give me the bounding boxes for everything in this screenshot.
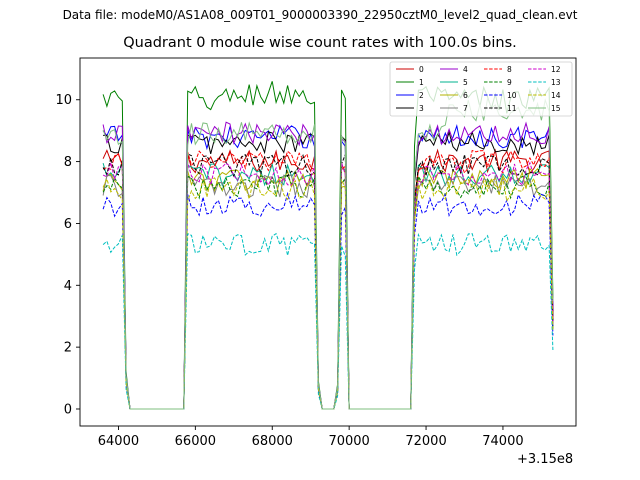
y-tick-label: 2 (64, 341, 72, 356)
legend-label-14: 14 (551, 91, 561, 100)
series-line-13 (102, 232, 554, 410)
y-tick-label: 4 (64, 279, 72, 294)
legend-label-6: 6 (463, 91, 468, 100)
x-offset-label: +3.15e8 (517, 452, 574, 467)
plot-area-lines (102, 81, 554, 410)
series-line-4 (102, 121, 554, 410)
x-tick-label: 68000 (252, 434, 293, 449)
series-line-3 (103, 130, 554, 410)
y-tick-label: 8 (64, 155, 72, 170)
legend-label-12: 12 (551, 65, 561, 74)
chart-title: Quadrant 0 module wise count rates with … (123, 35, 517, 51)
legend-label-13: 13 (551, 78, 561, 87)
series-line-14 (102, 176, 554, 410)
legend-label-10: 10 (507, 91, 517, 100)
series-line-2 (102, 123, 554, 410)
x-tick-label: 64000 (98, 434, 139, 449)
legend-label-2: 2 (419, 91, 424, 100)
series-line-11 (102, 152, 554, 410)
series-line-5 (102, 162, 554, 410)
legend-label-4: 4 (463, 65, 468, 74)
series-line-12 (102, 161, 554, 410)
legend-label-7: 7 (463, 104, 468, 113)
y-tick-label: 0 (64, 402, 72, 417)
legend-label-15: 15 (551, 104, 561, 113)
legend-label-9: 9 (507, 78, 512, 87)
series-line-9 (102, 174, 554, 410)
x-tick-label: 74000 (482, 434, 523, 449)
x-tick-label: 66000 (175, 434, 216, 449)
legend-label-5: 5 (463, 78, 468, 87)
legend-label-1: 1 (419, 78, 424, 87)
legend-label-11: 11 (507, 104, 517, 113)
x-tick-label: 70000 (328, 434, 369, 449)
legend-box (389, 61, 573, 117)
y-tick-label: 10 (55, 93, 72, 108)
series-line-6 (102, 167, 554, 410)
x-tick-label: 72000 (405, 434, 446, 449)
legend-label-0: 0 (419, 65, 424, 74)
y-tick-label: 6 (64, 217, 72, 232)
series-line-8 (102, 149, 554, 410)
plot-frame (79, 57, 577, 427)
series-line-1 (102, 81, 554, 410)
legend-label-8: 8 (507, 65, 512, 74)
series-line-10 (102, 191, 554, 410)
figure-suptitle: Data file: modeM0/AS1A08_009T01_90000033… (62, 8, 578, 22)
legend-label-3: 3 (419, 104, 424, 113)
